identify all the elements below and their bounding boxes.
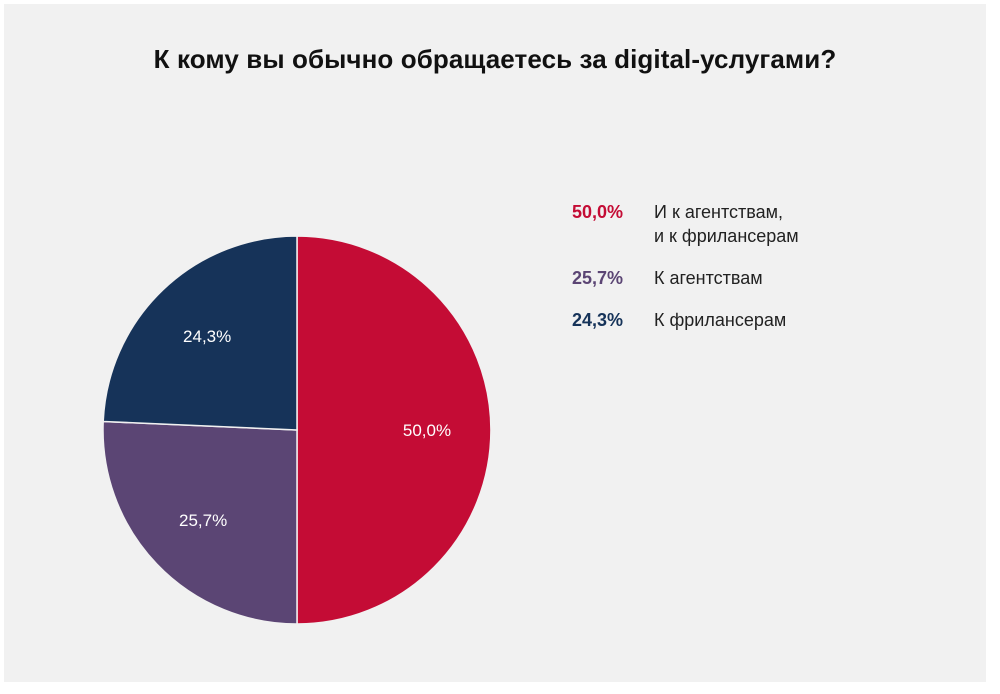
legend-pct: 24,3% (572, 310, 624, 330)
legend: 50,0% И к агентствам, и к фрилансерам 25… (572, 200, 952, 350)
legend-pct: 50,0% (572, 202, 624, 222)
slice-label-both: 50,0% (403, 421, 451, 440)
legend-item-freelancers: 24,3% К фрилансерам (572, 308, 952, 332)
pie-slice-agencies (102, 420, 298, 625)
pie-slice-both (296, 235, 492, 625)
legend-text: И к агентствам, и к фрилансерам (654, 202, 799, 246)
slice-label-agencies: 25,7% (179, 511, 227, 530)
legend-item-agencies: 25,7% К агентствам (572, 266, 952, 290)
pie-slice-labels: 50,0% 25,7% 24,3% (179, 327, 451, 530)
legend-text: К агентствам (654, 268, 763, 288)
chart-title: К кому вы обычно обращаетесь за digital-… (153, 44, 837, 74)
legend-item-both: 50,0% И к агентствам, и к фрилансерам (572, 200, 952, 248)
pie-slice-freelancers (102, 235, 298, 431)
legend-pct: 25,7% (572, 268, 624, 288)
pie-slices (102, 235, 492, 625)
pie-chart: 50,0% 25,7% 24,3% (102, 235, 492, 625)
chart-card: К кому вы обычно обращаетесь за digital-… (4, 4, 986, 682)
legend-text: К фрилансерам (654, 310, 787, 330)
slice-label-freelancers: 24,3% (183, 327, 231, 346)
